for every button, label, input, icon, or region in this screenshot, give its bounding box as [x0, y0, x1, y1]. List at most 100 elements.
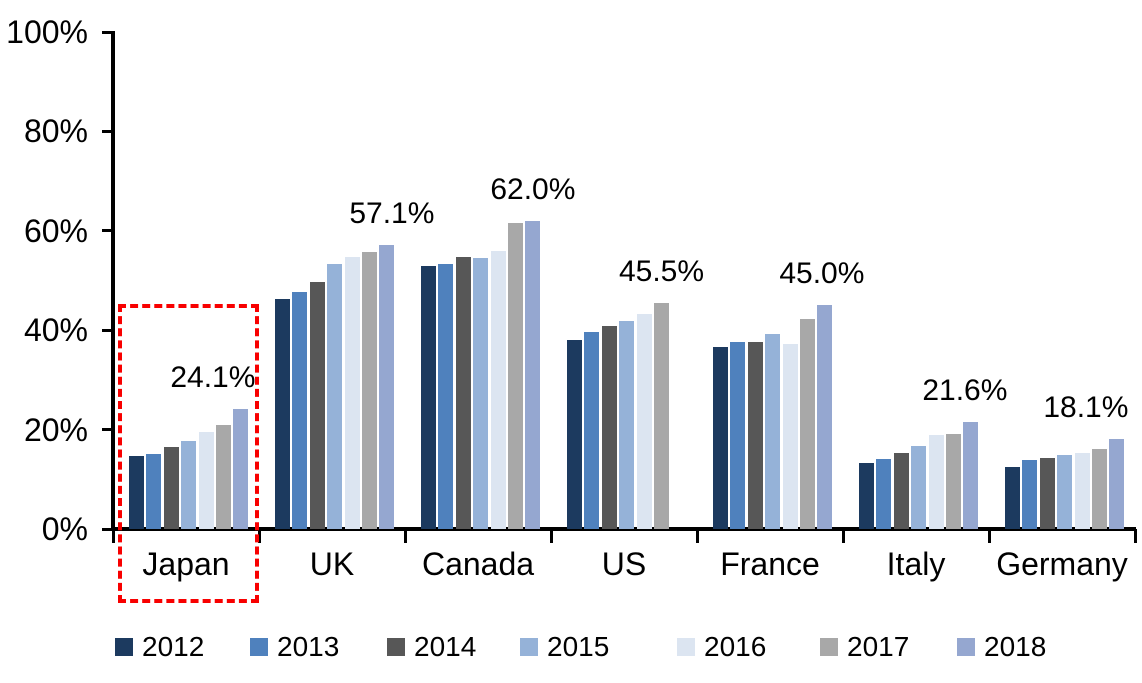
bar-canada-2017 [508, 222, 523, 529]
bar-uk-2012 [275, 298, 290, 529]
category-label-uk: UK [309, 546, 355, 582]
bar-group-us [551, 32, 697, 529]
bar-canada-2016 [490, 250, 506, 529]
bar-uk-2016 [344, 257, 360, 529]
bar-canada-2012 [421, 266, 436, 529]
y-tick-60% [102, 229, 113, 233]
legend-swatch-2015 [520, 638, 538, 656]
x-tick [549, 529, 553, 543]
category-label-us: US [601, 546, 647, 582]
bar-germany-2013 [1022, 459, 1038, 529]
bar-japan-2013 [146, 454, 162, 529]
legend-label-2018: 2018 [984, 631, 1047, 662]
y-tick-80% [102, 129, 113, 133]
bar-italy-2016 [928, 434, 944, 529]
y-axis-line [111, 31, 115, 531]
data-label-japan: 24.1% [170, 361, 256, 395]
bar-japan-2012 [129, 455, 144, 529]
y-axis-label: 0% [41, 511, 88, 547]
legend-swatch-2018 [957, 638, 975, 656]
y-tick-100% [102, 30, 113, 34]
y-axis-label: 20% [23, 411, 88, 448]
bar-italy-2018 [963, 421, 979, 529]
legend-swatch-2017 [820, 638, 838, 656]
japan-highlight-box [118, 304, 259, 603]
bar-france-2018 [817, 305, 833, 529]
legend-label-2015: 2015 [547, 631, 610, 662]
bar-group-italy [843, 32, 989, 529]
bar-us-2016 [636, 313, 652, 529]
bar-france-2016 [782, 343, 798, 529]
data-label-france: 45.0% [779, 257, 865, 291]
bar-group-uk [259, 32, 405, 529]
bar-us-2012 [567, 340, 582, 529]
x-axis-line [111, 527, 1136, 531]
bar-germany-2018 [1109, 439, 1125, 529]
category-label-canada: Canada [421, 546, 535, 582]
data-label-uk: 57.1% [349, 197, 435, 231]
y-axis-label: 40% [23, 312, 88, 349]
bar-germany-2012 [1005, 467, 1020, 529]
category-label-japan: Japan [142, 546, 230, 582]
bar-uk-2017 [362, 251, 377, 529]
bar-canada-2013 [438, 264, 454, 529]
category-label-france: France [720, 546, 820, 582]
bar-germany-2014 [1039, 457, 1055, 529]
x-tick [987, 529, 991, 543]
bar-canada-2018 [525, 220, 541, 529]
bar-italy-2015 [911, 445, 927, 529]
bar-uk-2018 [379, 245, 395, 529]
bar-italy-2014 [893, 452, 909, 529]
y-tick-40% [102, 328, 113, 332]
legend-swatch-2014 [387, 638, 405, 656]
x-tick [1133, 529, 1137, 543]
bar-france-2017 [800, 319, 815, 529]
x-tick [257, 529, 261, 543]
bar-france-2013 [730, 341, 746, 529]
data-label-italy: 21.6% [922, 373, 1008, 407]
y-tick-0% [102, 527, 113, 531]
bar-japan-2016 [198, 432, 214, 529]
data-label-canada: 62.0% [490, 172, 576, 206]
x-tick [403, 529, 407, 543]
bar-group-japan [113, 32, 259, 529]
data-label-germany: 18.1% [1043, 391, 1129, 425]
bar-france-2014 [747, 342, 763, 529]
bar-italy-2012 [859, 463, 874, 529]
legend-swatch-2013 [250, 638, 268, 656]
legend-label-2016: 2016 [704, 631, 767, 662]
bar-japan-2015 [181, 440, 197, 529]
y-axis-label: 80% [23, 113, 88, 150]
bar-group-france [697, 32, 843, 529]
bar-us-2014 [601, 326, 617, 529]
bar-uk-2013 [292, 291, 308, 529]
bar-uk-2014 [309, 281, 325, 529]
legend-swatch-2016 [677, 638, 695, 656]
legend-label-2013: 2013 [277, 631, 340, 662]
bar-france-2015 [765, 334, 781, 529]
y-axis-label: 100% [6, 14, 88, 50]
bar-france-2012 [713, 347, 728, 529]
x-tick [111, 529, 115, 543]
bar-japan-2018 [233, 409, 249, 529]
bar-japan-2017 [216, 425, 231, 529]
legend-label-2014: 2014 [414, 631, 477, 662]
bar-japan-2014 [163, 447, 179, 529]
bar-canada-2014 [455, 257, 471, 529]
bar-germany-2016 [1074, 452, 1090, 529]
legend-label-2017: 2017 [847, 631, 910, 662]
data-label-us: 45.5% [618, 254, 705, 288]
y-axis-label: 60% [23, 212, 88, 249]
bar-us-2015 [619, 320, 635, 529]
bar-germany-2017 [1092, 449, 1107, 529]
bar-uk-2015 [327, 264, 343, 529]
bar-italy-2017 [946, 433, 961, 529]
bar-italy-2013 [876, 459, 892, 529]
x-tick [695, 529, 699, 543]
y-tick-20% [102, 428, 113, 432]
bar-germany-2015 [1057, 455, 1073, 529]
legend-label-2012: 2012 [142, 631, 205, 662]
bar-canada-2015 [473, 258, 489, 529]
legend-swatch-2012 [115, 638, 133, 656]
